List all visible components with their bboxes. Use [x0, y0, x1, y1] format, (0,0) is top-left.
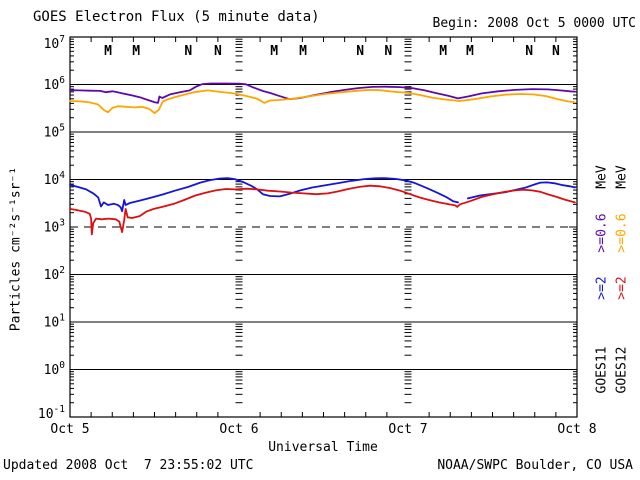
x-tick-label: Oct 8 [557, 422, 596, 437]
x-axis-title: Universal Time [268, 440, 378, 455]
y-tick-label: 105 [44, 123, 65, 141]
y-tick-label: 100 [44, 360, 66, 378]
updated-timestamp: Updated 2008 Oct 7 23:55:02 UTC [3, 458, 254, 473]
chart-title: GOES Electron Flux (5 minute data) [33, 9, 320, 25]
trace-goes11-e06 [69, 82, 576, 104]
noon-midnight-marker: M [439, 44, 447, 59]
noon-midnight-marker: M [104, 44, 112, 59]
y-tick-label: 102 [44, 265, 65, 283]
trace-goes11-e2 [69, 177, 459, 213]
noon-midnight-marker: N [356, 44, 364, 59]
y-tick-label: 106 [44, 75, 66, 93]
legend-goes12-satellite: GOES12 [614, 346, 630, 394]
noon-midnight-marker: N [552, 44, 560, 59]
noon-midnight-marker: M [466, 44, 474, 59]
legend-goes11-satellite: GOES11 [594, 346, 610, 394]
noon-midnight-marker: N [184, 44, 192, 59]
begin-timestamp: Begin: 2008 Oct 5 0000 UTC [432, 16, 637, 31]
trace-goes12-e06 [69, 89, 576, 114]
noon-midnight-marker: N [214, 44, 222, 59]
x-tick-label: Oct 6 [219, 422, 258, 437]
x-tick-label: Oct 5 [50, 422, 89, 437]
plot-border [69, 36, 578, 418]
legend-goes12-e2-threshold: >=2 [614, 276, 630, 300]
x-tick-label: Oct 7 [388, 422, 427, 437]
legend-goes12-units: MeV [614, 165, 630, 189]
noon-midnight-marker: M [299, 44, 307, 59]
trace-goes12-e2 [69, 184, 576, 236]
noon-midnight-marker: N [525, 44, 533, 59]
y-tick-label: 101 [44, 313, 66, 331]
legend-goes12-e06-threshold: >=0.6 [614, 213, 630, 253]
noon-midnight-marker: M [270, 44, 278, 59]
y-axis-title: Particles cm⁻²s⁻¹sr⁻¹ [8, 166, 24, 332]
legend-goes11-units: MeV [594, 165, 610, 189]
y-tick-label: 104 [44, 170, 66, 188]
y-tick-label: 103 [44, 218, 65, 236]
legend-goes11-e2-threshold: >=2 [594, 276, 610, 300]
attribution: NOAA/SWPC Boulder, CO USA [437, 458, 633, 473]
y-tick-label: 107 [44, 34, 65, 52]
noon-midnight-marker: N [384, 44, 392, 59]
y-tick-label: 10-1 [38, 404, 65, 422]
noon-midnight-marker: M [132, 44, 140, 59]
legend-goes11-e06-threshold: >=0.6 [594, 213, 610, 253]
